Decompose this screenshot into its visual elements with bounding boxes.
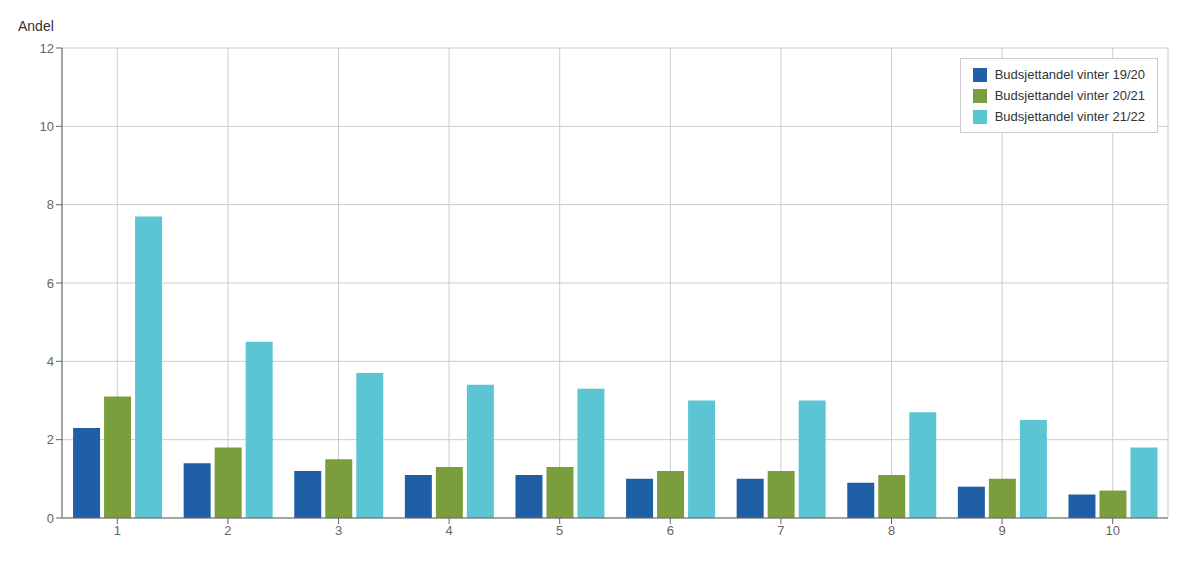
svg-text:9: 9 [998,523,1005,538]
html-text:Andel: Andel [18,18,54,34]
svg-text:2: 2 [224,523,231,538]
svg-text:5: 5 [556,523,563,538]
svg-text:7: 7 [777,523,784,538]
svg-text:2: 2 [47,432,54,447]
html-text:Budsjettandel vinter 21/22: Budsjettandel vinter 21/22 [994,109,1145,124]
html-text:Budsjettandel vinter 20/21: Budsjettandel vinter 20/21 [994,88,1145,103]
svg-text:6: 6 [47,276,54,291]
svg-text:8: 8 [888,523,895,538]
svg-text:1: 1 [114,523,121,538]
svg-text:10: 10 [40,119,54,134]
html-text:Budsjettandel vinter 19/20: Budsjettandel vinter 19/20 [994,67,1145,82]
svg-text:10: 10 [1105,523,1119,538]
svg-text:6: 6 [667,523,674,538]
svg-text:8: 8 [47,197,54,212]
svg-text:3: 3 [335,523,342,538]
svg-text:12: 12 [40,41,54,56]
svg-text:4: 4 [47,354,54,369]
svg-text:0: 0 [47,511,54,526]
svg-text:4: 4 [445,523,452,538]
